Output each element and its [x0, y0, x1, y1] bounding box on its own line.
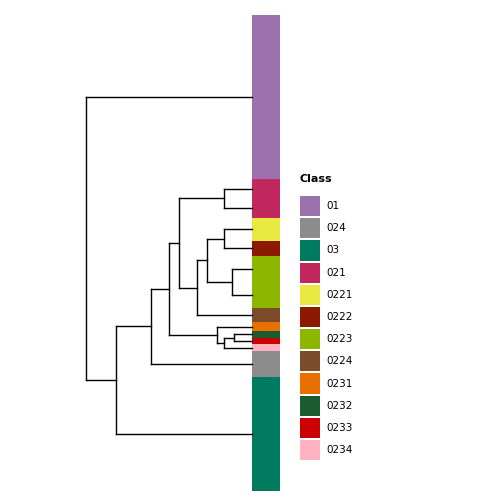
Bar: [300, 329, 320, 349]
Text: 0232: 0232: [326, 401, 352, 411]
Bar: [252, 179, 280, 199]
Bar: [252, 218, 280, 241]
Bar: [300, 263, 320, 283]
Bar: [300, 373, 320, 394]
Text: 0233: 0233: [326, 423, 352, 433]
Bar: [300, 307, 320, 327]
Bar: [252, 256, 280, 282]
Bar: [300, 196, 320, 216]
Bar: [252, 323, 280, 331]
Bar: [300, 396, 320, 416]
Text: 01: 01: [326, 201, 339, 211]
Text: 021: 021: [326, 268, 346, 278]
Bar: [252, 199, 280, 218]
Bar: [252, 331, 280, 338]
Bar: [252, 377, 280, 491]
Bar: [252, 351, 280, 377]
Bar: [300, 240, 320, 261]
Bar: [300, 285, 320, 305]
Bar: [252, 15, 280, 179]
Bar: [252, 282, 280, 308]
Text: 0222: 0222: [326, 312, 352, 322]
Text: 0224: 0224: [326, 356, 352, 366]
Text: 0223: 0223: [326, 334, 352, 344]
Bar: [300, 351, 320, 371]
Text: 03: 03: [326, 245, 339, 256]
Text: 0234: 0234: [326, 445, 352, 455]
Bar: [300, 218, 320, 238]
Bar: [300, 418, 320, 438]
Text: 0231: 0231: [326, 379, 352, 389]
Bar: [300, 440, 320, 460]
Bar: [252, 338, 280, 344]
Text: 0221: 0221: [326, 290, 352, 300]
Text: 024: 024: [326, 223, 346, 233]
Text: Class: Class: [300, 174, 333, 184]
Bar: [252, 241, 280, 256]
Bar: [252, 344, 280, 351]
Bar: [252, 308, 280, 323]
